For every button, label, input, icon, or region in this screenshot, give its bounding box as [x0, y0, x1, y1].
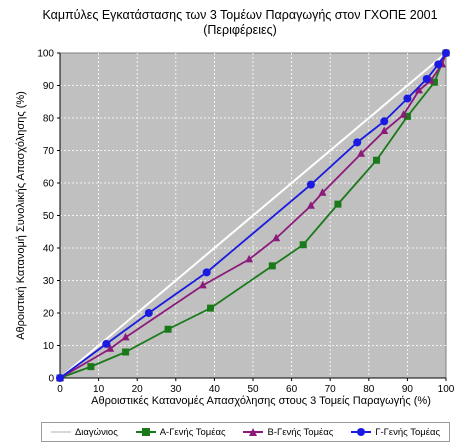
data-point — [272, 233, 281, 242]
data-point — [198, 280, 207, 289]
data-point — [87, 363, 95, 371]
x-tick-label: 40 — [209, 384, 221, 395]
y-tick-label: 50 — [43, 211, 55, 222]
legend-swatch — [243, 427, 264, 437]
data-point — [353, 138, 362, 147]
legend-swatch — [351, 427, 372, 437]
x-tick-label: 60 — [286, 384, 298, 395]
y-tick-label: 0 — [48, 374, 54, 385]
legend-label: Γ-Γενής Τομέας — [375, 426, 441, 438]
legend-swatch — [135, 427, 156, 437]
x-tick-label: 90 — [402, 384, 414, 395]
data-point — [164, 325, 172, 333]
legend-swatch — [50, 427, 71, 437]
y-tick-label: 70 — [43, 146, 55, 157]
data-point — [202, 268, 211, 277]
y-tick-label: 20 — [43, 309, 55, 320]
y-tick-label: 90 — [43, 81, 55, 92]
series-line — [59, 52, 447, 379]
data-point — [334, 200, 342, 208]
x-tick-label: 20 — [132, 384, 144, 395]
x-tick-label: 30 — [170, 384, 182, 395]
y-tick-label: 60 — [43, 179, 55, 190]
data-point — [414, 85, 423, 94]
data-point — [380, 126, 389, 134]
data-point — [306, 180, 315, 189]
x-tick-label: 80 — [363, 384, 375, 395]
data-point — [144, 309, 153, 317]
data-point — [357, 149, 366, 157]
y-tick-label: 10 — [43, 341, 55, 352]
data-point — [430, 78, 438, 86]
y-tick-label: 80 — [43, 114, 55, 125]
x-axis-label: Αθροιστικές Κατανομές Απασχόλησης στους … — [91, 395, 431, 407]
legend-item: Β-Γενής Τομέας — [243, 427, 333, 438]
y-tick-label: 100 — [37, 49, 54, 60]
data-point — [245, 254, 254, 263]
x-tick-label: 100 — [438, 384, 454, 395]
data-point — [442, 49, 450, 57]
data-point — [121, 332, 130, 341]
legend-item: Γ-Γενής Τομέας — [351, 427, 440, 438]
data-point — [403, 112, 411, 120]
chart-title: Καμπύλες Εγκατάστασης των 3 Τομέων Παραγ… — [42, 8, 438, 37]
x-tick-label: 50 — [247, 384, 259, 395]
data-point — [373, 156, 381, 164]
data-point — [422, 75, 431, 83]
data-point — [380, 117, 389, 126]
data-point — [299, 241, 307, 249]
data-point — [403, 94, 412, 103]
x-tick-label: 70 — [325, 384, 337, 395]
data-point — [207, 304, 215, 312]
legend-label: Β-Γενής Τομέας — [267, 426, 334, 438]
data-point — [399, 110, 408, 118]
data-point — [102, 339, 111, 348]
legend-label: Α-Γενής Τομέας — [159, 426, 226, 438]
y-axis-label: Αθροιστική Κατανομή Συνολικής Απασχόληση… — [15, 91, 27, 340]
legend-item: Διαγώνιος — [50, 426, 118, 438]
y-tick-label: 30 — [43, 276, 55, 287]
data-point — [268, 262, 276, 270]
series-line — [59, 52, 447, 379]
data-point — [56, 374, 64, 382]
legend-label: Διαγώνιος — [74, 426, 118, 438]
data-point — [318, 188, 327, 196]
x-tick-label: 0 — [57, 384, 63, 395]
data-point — [434, 60, 443, 69]
data-point — [122, 348, 130, 356]
legend: Διαγώνιος Α-Γενής Τομέας Β-Γενής Τομέας Γ-Γ… — [41, 422, 450, 442]
legend-item: Α-Γενής Τομέας — [135, 426, 226, 438]
x-tick-label: 10 — [93, 384, 105, 395]
data-point — [306, 201, 315, 209]
data-point — [106, 344, 115, 352]
y-tick-label: 40 — [43, 244, 55, 255]
